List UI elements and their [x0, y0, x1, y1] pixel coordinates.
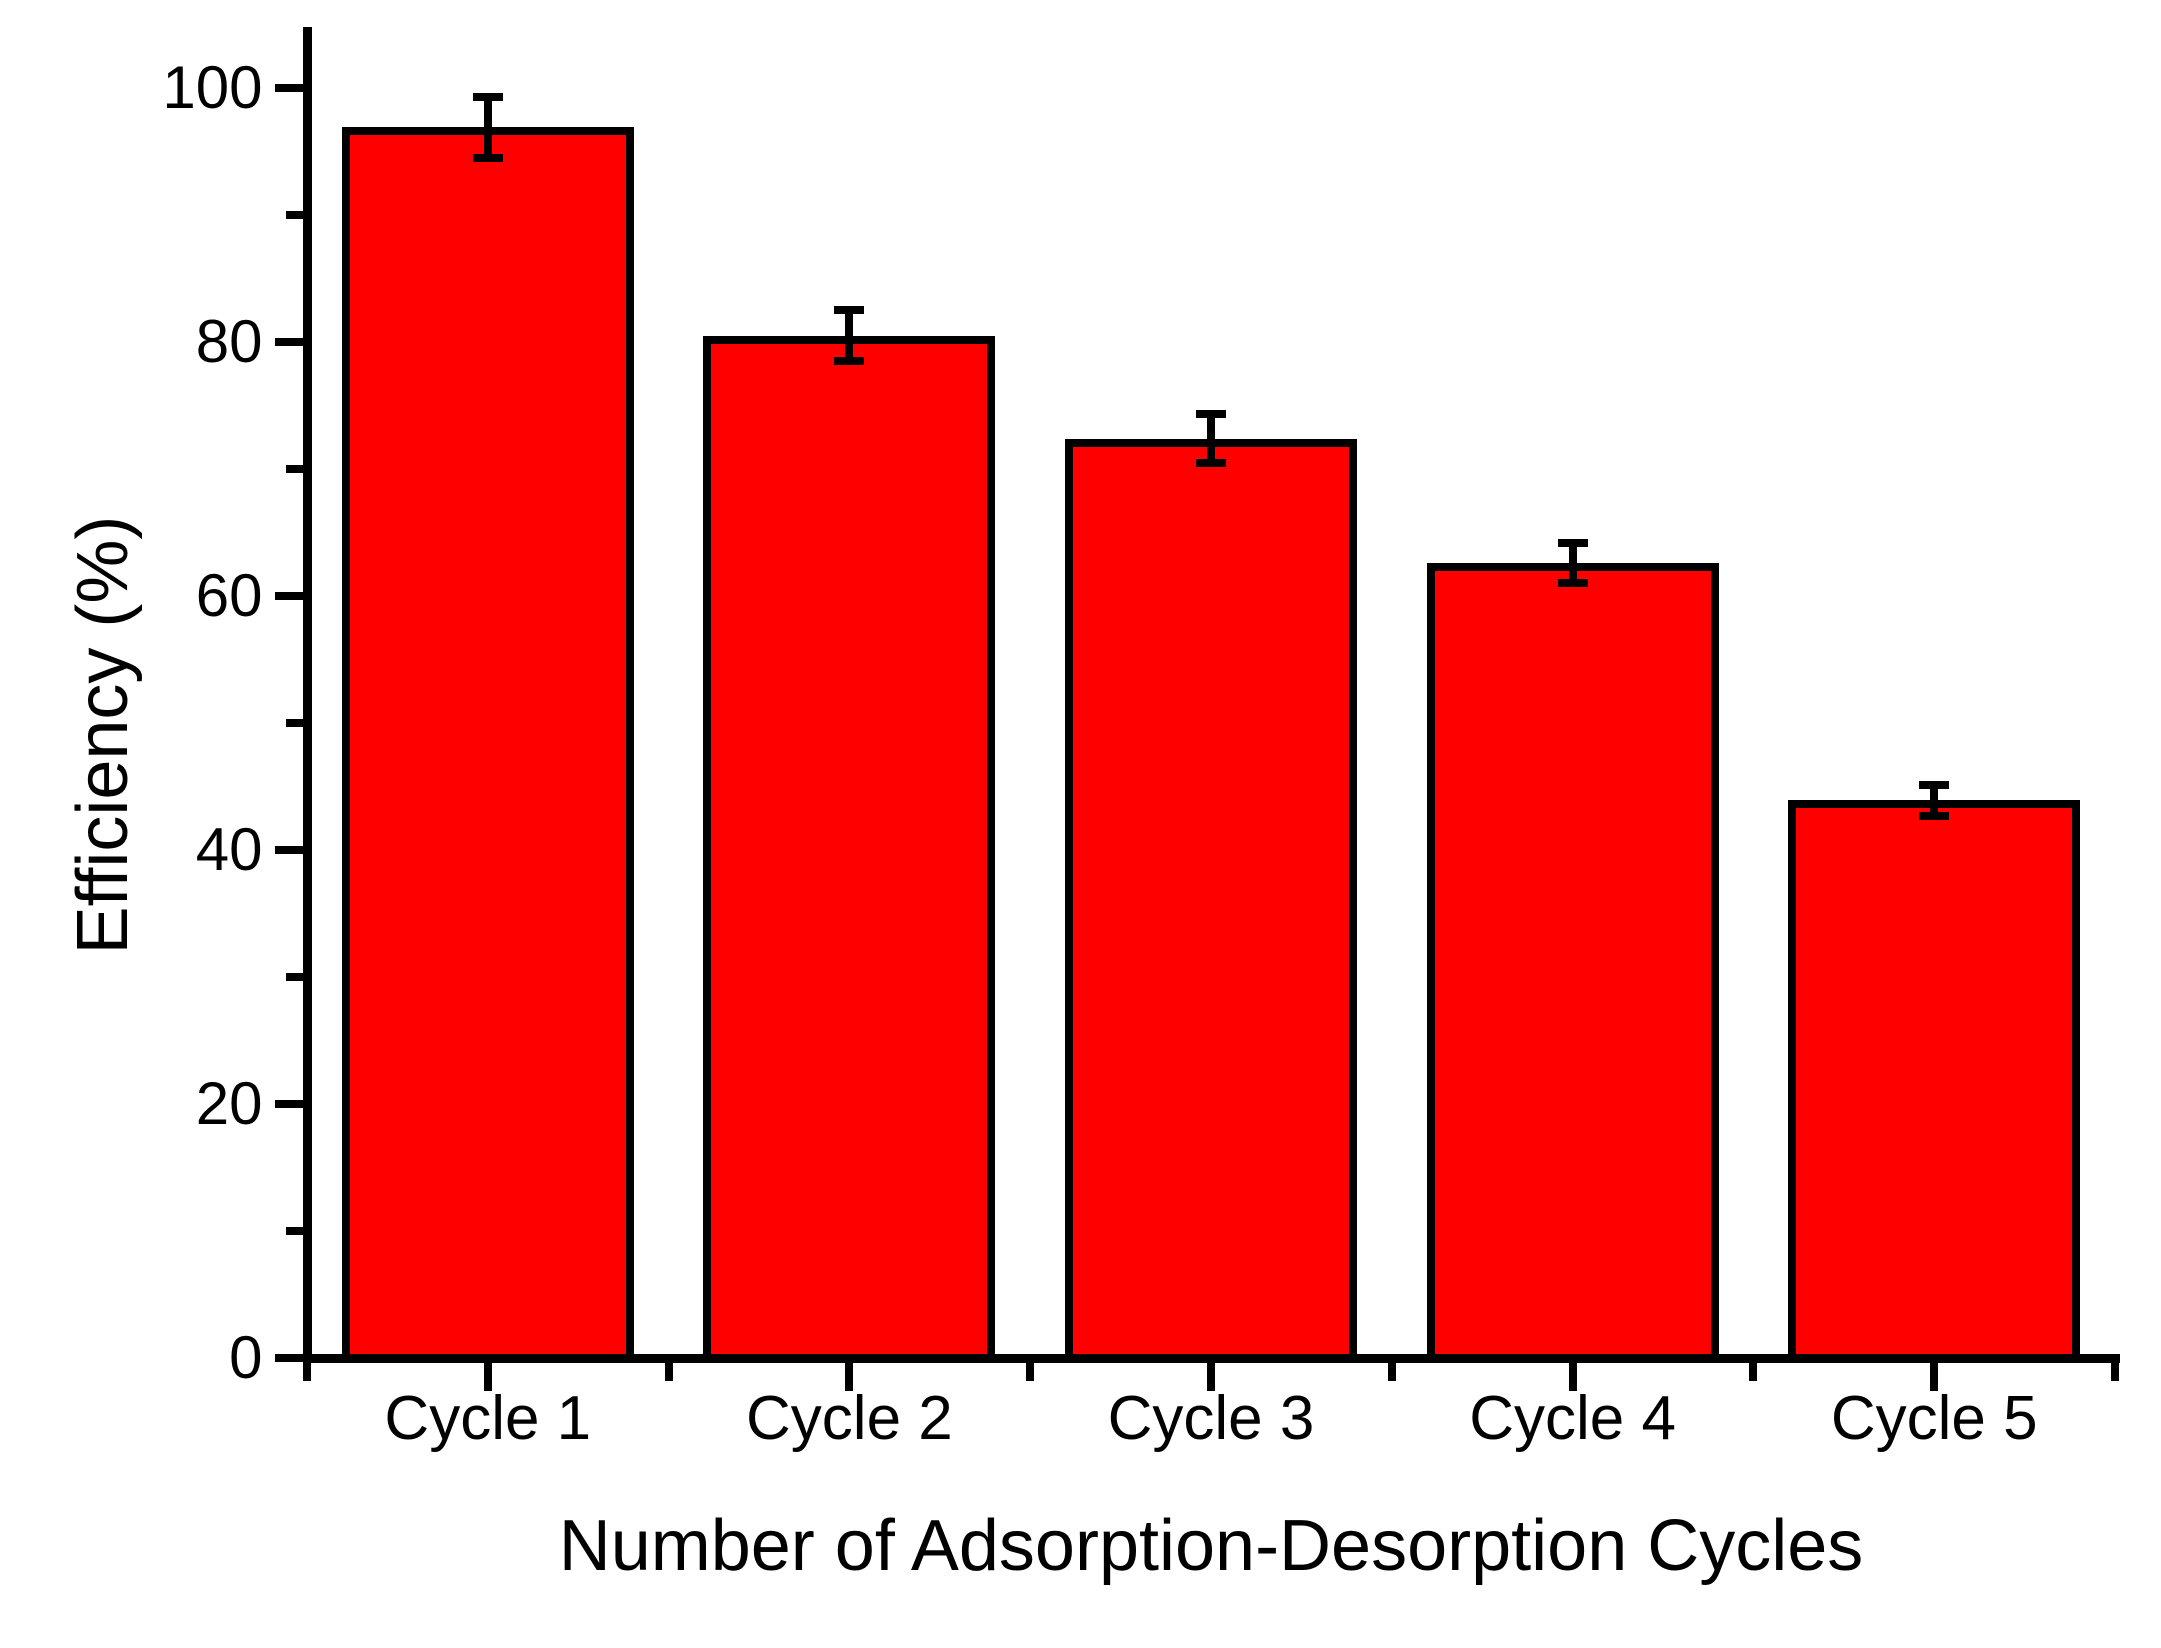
- x-minor-tick: [1026, 1362, 1035, 1381]
- y-tick-label: 60: [195, 562, 263, 629]
- y-major-tick: [274, 592, 303, 600]
- y-tick-label: 100: [162, 54, 263, 121]
- x-tick-label: Cycle 3: [1107, 1384, 1315, 1453]
- y-tick-label: 40: [195, 816, 263, 883]
- x-major-tick: [1207, 1362, 1215, 1391]
- error-bar-cap-bottom: [834, 357, 865, 366]
- x-minor-tick: [2111, 1362, 2119, 1381]
- x-axis-line: [302, 1353, 2120, 1363]
- error-bar-line: [1930, 785, 1939, 816]
- y-tick-label: 0: [229, 1324, 263, 1391]
- bar: [1788, 800, 2081, 1363]
- x-major-tick: [1930, 1362, 1939, 1391]
- y-axis-line: [302, 27, 312, 1363]
- error-bar-line: [1568, 542, 1577, 584]
- error-bar-line: [845, 310, 854, 362]
- x-minor-tick: [1387, 1362, 1396, 1381]
- y-major-tick: [274, 1354, 303, 1362]
- error-bar-cap-bottom: [1919, 811, 1950, 820]
- x-tick-label: Cycle 5: [1830, 1384, 2038, 1453]
- error-bar-cap-bottom: [472, 153, 503, 162]
- x-major-tick: [1568, 1362, 1577, 1391]
- bar: [703, 335, 996, 1363]
- error-bar-cap-top: [834, 306, 865, 315]
- y-minor-tick: [285, 211, 303, 219]
- y-tick-label: 80: [195, 308, 263, 375]
- y-minor-tick: [285, 973, 303, 981]
- x-axis-title: Number of Adsorption-Desorption Cycles: [558, 1506, 1864, 1586]
- error-bar-line: [1207, 414, 1215, 463]
- y-major-tick: [274, 338, 303, 346]
- x-tick-label: Cycle 1: [384, 1384, 592, 1453]
- y-tick-label: 20: [195, 1070, 263, 1137]
- x-minor-tick: [303, 1362, 311, 1381]
- x-minor-tick: [664, 1362, 673, 1381]
- y-major-tick: [274, 1100, 303, 1108]
- error-bar-line: [483, 96, 492, 158]
- bar: [1426, 562, 1719, 1363]
- x-minor-tick: [1749, 1362, 1758, 1381]
- y-minor-tick: [285, 719, 303, 727]
- error-bar-cap-top: [1919, 781, 1950, 790]
- error-bar-cap-top: [1196, 410, 1226, 419]
- error-bar-cap-bottom: [1557, 579, 1588, 588]
- error-bar-cap-top: [1557, 538, 1588, 547]
- bar: [341, 127, 634, 1363]
- x-tick-label: Cycle 2: [746, 1384, 953, 1453]
- x-major-tick: [845, 1362, 854, 1391]
- error-bar-cap-bottom: [1196, 458, 1226, 467]
- y-axis-title: Efficiency (%): [63, 515, 143, 955]
- x-major-tick: [483, 1362, 492, 1391]
- x-tick-label: Cycle 4: [1469, 1384, 1676, 1453]
- error-bar-cap-top: [472, 92, 503, 101]
- y-minor-tick: [285, 1227, 303, 1235]
- y-minor-tick: [285, 465, 303, 473]
- y-major-tick: [274, 846, 303, 854]
- y-major-tick: [274, 84, 303, 92]
- bar: [1065, 438, 1357, 1363]
